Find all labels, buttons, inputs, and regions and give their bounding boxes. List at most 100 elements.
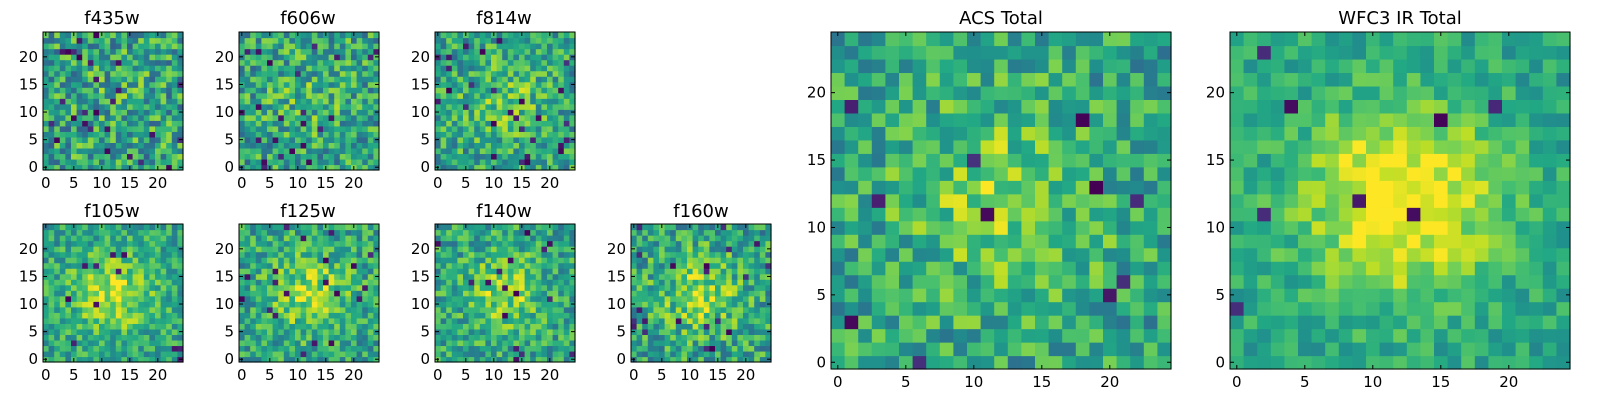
x-tick-label: 10 bbox=[288, 174, 307, 192]
heatmap-cell bbox=[255, 114, 262, 121]
heatmap-cell bbox=[468, 81, 475, 88]
heatmap-cell bbox=[255, 81, 262, 88]
heatmap-cell bbox=[76, 323, 83, 330]
heatmap-cell bbox=[457, 59, 464, 66]
heatmap-cell bbox=[446, 48, 453, 55]
heatmap-cell bbox=[479, 136, 486, 143]
heatmap-cell bbox=[311, 87, 318, 94]
heatmap-cell bbox=[563, 356, 570, 363]
heatmap-cell bbox=[278, 339, 285, 347]
heatmap-cell bbox=[48, 43, 55, 50]
heatmap-cell bbox=[345, 81, 352, 88]
heatmap-cell bbox=[239, 257, 246, 264]
heatmap-cell bbox=[1048, 315, 1063, 330]
heatmap-cell bbox=[76, 235, 83, 242]
heatmap-cell bbox=[468, 142, 475, 149]
heatmap-cell bbox=[244, 301, 251, 308]
heatmap-cell bbox=[300, 98, 307, 105]
heatmap-cell bbox=[177, 37, 184, 44]
heatmap-cell bbox=[289, 224, 296, 231]
heatmap-cell bbox=[485, 103, 492, 110]
heatmap-cell bbox=[267, 345, 274, 352]
heatmap-cell bbox=[569, 87, 576, 94]
heatmap-cell bbox=[474, 65, 481, 72]
heatmap-cell bbox=[474, 48, 481, 55]
heatmap-cell bbox=[87, 290, 94, 297]
heatmap-cell bbox=[115, 306, 122, 313]
heatmap-cell bbox=[306, 92, 313, 99]
heatmap-cell bbox=[670, 262, 677, 269]
heatmap-cell bbox=[871, 207, 886, 222]
heatmap-cell bbox=[160, 229, 167, 236]
heatmap-cell bbox=[513, 268, 520, 275]
heatmap-cell bbox=[524, 131, 531, 138]
heatmap-cell bbox=[530, 246, 537, 253]
heatmap-cell bbox=[356, 273, 363, 280]
heatmap-cell bbox=[127, 65, 134, 72]
heatmap-cell bbox=[149, 59, 156, 66]
heatmap-cell bbox=[239, 131, 246, 138]
heatmap-cell bbox=[272, 229, 279, 236]
heatmap-cell bbox=[306, 240, 313, 247]
heatmap-cell bbox=[496, 235, 503, 242]
heatmap-cell bbox=[171, 334, 178, 341]
heatmap-cell bbox=[1157, 328, 1172, 343]
heatmap-cell bbox=[994, 301, 1009, 316]
heatmap-cell bbox=[283, 43, 290, 50]
heatmap-cell bbox=[76, 240, 83, 247]
heatmap-cell bbox=[647, 350, 654, 358]
heatmap-cell bbox=[155, 131, 162, 138]
heatmap-cell bbox=[239, 312, 246, 319]
heatmap-cell bbox=[485, 98, 492, 105]
heatmap-cell bbox=[953, 355, 968, 370]
heatmap-cell bbox=[149, 43, 156, 50]
heatmap-cell bbox=[255, 290, 262, 297]
heatmap-cell bbox=[121, 284, 128, 291]
heatmap-cell bbox=[1021, 342, 1036, 357]
heatmap-cell bbox=[272, 109, 279, 116]
heatmap-cell bbox=[731, 240, 738, 247]
heatmap-cell bbox=[636, 273, 643, 280]
heatmap-cell bbox=[93, 312, 100, 319]
heatmap-cell bbox=[507, 268, 514, 275]
heatmap-cell bbox=[502, 136, 509, 143]
heatmap-cell bbox=[323, 345, 330, 352]
heatmap-cell bbox=[558, 350, 565, 358]
heatmap-cell bbox=[317, 120, 324, 127]
heatmap-cell bbox=[1062, 301, 1077, 316]
heatmap-cell bbox=[138, 114, 145, 121]
heatmap-cell bbox=[373, 32, 380, 39]
heatmap-cell bbox=[244, 147, 251, 155]
heatmap-cell bbox=[244, 284, 251, 291]
heatmap-cell bbox=[754, 246, 761, 253]
heatmap-cell bbox=[457, 306, 464, 313]
heatmap-cell bbox=[82, 32, 89, 39]
heatmap-cell bbox=[563, 339, 570, 347]
heatmap-cell bbox=[323, 120, 330, 127]
heatmap-cell bbox=[871, 234, 886, 249]
heatmap-cell bbox=[272, 43, 279, 50]
heatmap-cell bbox=[82, 328, 89, 335]
heatmap-cell bbox=[687, 334, 694, 341]
heatmap-cell bbox=[54, 356, 61, 363]
heatmap-cell bbox=[743, 323, 750, 330]
heatmap-cell bbox=[558, 224, 565, 231]
heatmap-cell bbox=[1075, 234, 1090, 249]
heatmap-cell bbox=[255, 350, 262, 358]
heatmap-cell bbox=[558, 136, 565, 143]
heatmap-cell bbox=[43, 229, 50, 236]
heatmap-cell bbox=[1157, 288, 1172, 303]
heatmap-cell bbox=[1103, 342, 1118, 357]
heatmap-cell bbox=[143, 70, 150, 77]
heatmap-cell bbox=[362, 131, 369, 138]
heatmap-cell bbox=[54, 290, 61, 297]
heatmap-cell bbox=[351, 153, 358, 160]
heatmap-cell bbox=[132, 273, 139, 280]
heatmap-cell bbox=[491, 339, 498, 347]
heatmap-cell bbox=[59, 54, 66, 61]
heatmap-cell bbox=[289, 356, 296, 363]
heatmap-cell bbox=[765, 334, 772, 341]
heatmap-cell bbox=[311, 356, 318, 363]
heatmap-cell bbox=[967, 301, 982, 316]
heatmap-cell bbox=[104, 290, 111, 297]
